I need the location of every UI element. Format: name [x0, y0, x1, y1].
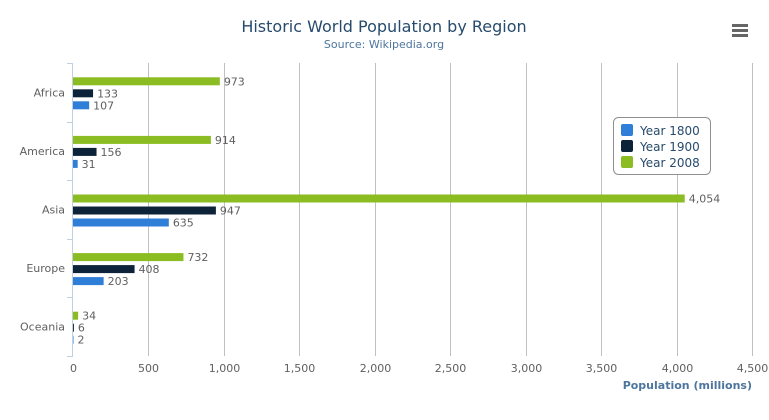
legend-swatch: [621, 156, 633, 168]
data-label: 973: [224, 75, 245, 88]
bar-asia-year-2008[interactable]: [73, 194, 685, 203]
data-label: 2: [78, 334, 85, 347]
tick-label: 4,000: [662, 362, 694, 375]
chart-subtitle: Source: Wikipedia.org: [324, 38, 444, 51]
data-label: 107: [93, 99, 114, 112]
tick-label: 2,000: [360, 362, 392, 375]
data-label: 947: [220, 205, 241, 218]
category-label: America: [20, 145, 65, 158]
bar-oceania-year-1900[interactable]: [73, 323, 74, 332]
value-axis-title: Population (millions): [623, 379, 752, 392]
legend-swatch: [621, 124, 633, 136]
legend: Year 1800 Year 1900 Year 2008: [613, 117, 711, 175]
tick-label: 4,500: [737, 362, 769, 375]
tick-label: 1,500: [284, 362, 316, 375]
bar-africa-year-1900[interactable]: [73, 89, 94, 98]
bar-europe-year-2008[interactable]: [73, 253, 184, 262]
legend-item-year-1900[interactable]: Year 1900: [621, 140, 700, 154]
bar-oceania-year-1800[interactable]: [73, 335, 74, 344]
data-label: 914: [215, 134, 236, 147]
data-label: 732: [187, 251, 208, 264]
legend-item-year-2008[interactable]: Year 2008: [621, 156, 700, 170]
category-label: Asia: [42, 204, 65, 217]
data-label: 4,054: [689, 193, 721, 206]
tick-label: 1,000: [209, 362, 241, 375]
data-label: 31: [82, 158, 96, 171]
data-label: 635: [173, 217, 194, 230]
data-label: 203: [108, 275, 129, 288]
category-label: Africa: [34, 86, 65, 99]
category-label: Europe: [26, 262, 65, 275]
tick-label: 3,000: [511, 362, 543, 375]
data-label: 156: [101, 146, 122, 159]
bar-africa-year-2008[interactable]: [73, 77, 220, 86]
data-label: 6: [78, 322, 85, 335]
category-label: Oceania: [20, 321, 65, 334]
bar-asia-year-1900[interactable]: [73, 206, 216, 215]
chart-title: Historic World Population by Region: [241, 17, 526, 36]
data-label: 408: [139, 263, 160, 276]
data-label: 133: [97, 87, 118, 100]
bar-america-year-1900[interactable]: [73, 147, 97, 156]
bar-america-year-1800[interactable]: [73, 159, 78, 168]
bar-america-year-2008[interactable]: [73, 135, 211, 144]
bar-africa-year-1800[interactable]: [73, 101, 90, 110]
hamburger-menu-icon[interactable]: [732, 24, 748, 37]
bar-europe-year-1800[interactable]: [73, 277, 104, 286]
data-label: 34: [82, 310, 96, 323]
tick-label: 0: [70, 362, 77, 375]
legend-box: [613, 117, 711, 175]
tick-label: 2,500: [435, 362, 467, 375]
legend-label: Year 1900: [639, 140, 700, 154]
bar-oceania-year-2008[interactable]: [73, 311, 79, 320]
legend-label: Year 1800: [639, 124, 700, 138]
tick-label: 500: [138, 362, 159, 375]
legend-label: Year 2008: [639, 156, 700, 170]
bar-europe-year-1900[interactable]: [73, 265, 135, 274]
legend-item-year-1800[interactable]: Year 1800: [621, 124, 700, 138]
bar-asia-year-1800[interactable]: [73, 218, 169, 227]
tick-label: 3,500: [586, 362, 618, 375]
legend-swatch: [621, 140, 633, 152]
